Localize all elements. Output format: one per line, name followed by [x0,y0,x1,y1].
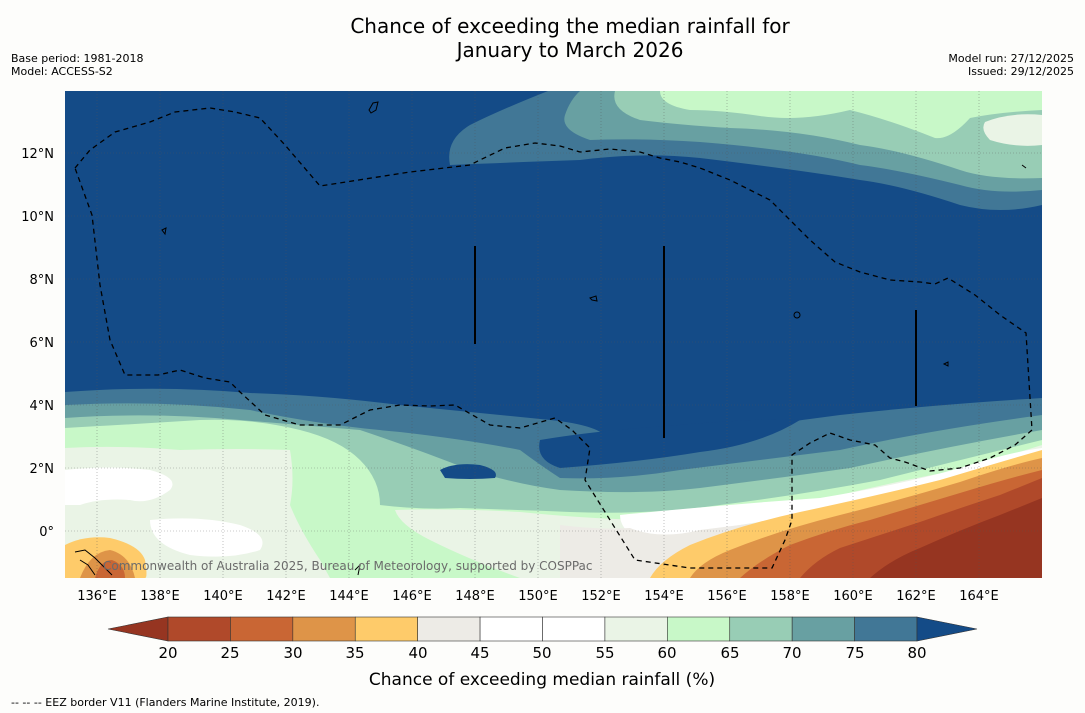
lon-label: 160°E [833,589,873,604]
probability-region-50 [620,448,1042,540]
colorbar-label: Chance of exceeding median rainfall (%) [369,670,715,690]
colorbar-tick: 30 [283,644,302,662]
colorbar-segment [354,616,418,642]
map-title: Chance of exceeding the median rainfall … [0,14,1085,62]
lat-label: 8°N [30,273,55,288]
probability-region-55 [983,114,1042,146]
colorbar-tick: 35 [345,644,364,662]
lon-label: 138°E [140,589,180,604]
lat-label: 12°N [21,147,54,162]
title-line-2: January to March 2026 [456,38,684,62]
model-run-text: Model run: 27/12/2025 [948,52,1074,65]
lon-label: 152°E [581,589,621,604]
meta-right: Model run: 27/12/2025 Issued: 29/12/2025 [948,52,1074,78]
lon-label: 142°E [266,589,306,604]
colorbar-segment [292,616,356,642]
colorbar-segment [479,616,543,642]
lon-label: 156°E [707,589,747,604]
colorbar-tick: 55 [595,644,614,662]
colorbar-segment [542,616,606,642]
colorbar-tick: 50 [532,644,551,662]
colorbar-segments [167,616,918,642]
colorbar-ticks: 20 25 30 35 40 45 50 55 60 65 70 75 80 [158,644,926,662]
title-line-1: Chance of exceeding the median rainfall … [350,14,790,38]
colorbar-segment [854,616,918,642]
eez-border-line [74,107,1033,569]
colorbar-segment [167,616,231,642]
lon-label: 150°E [518,589,558,604]
lon-label: 154°E [644,589,684,604]
probability-region-80 [539,419,800,468]
lon-label: 158°E [770,589,810,604]
colorbar-segment [667,616,731,642]
data-artefact-lines [474,246,917,438]
latitude-labels: 12°N 10°N 8°N 6°N 4°N 2°N 0° [21,147,54,540]
probability-region-below-20 [870,498,1042,578]
issued-text: Issued: 29/12/2025 [967,65,1074,78]
base-period-text: Base period: 1981-2018 [11,52,144,65]
lon-label: 148°E [455,589,495,604]
longitude-labels: 136°E 138°E 140°E 142°E 144°E 146°E 148°… [77,589,999,604]
colorbar-low-extension [107,616,169,642]
eez-legend-note: -- -- -- EEZ border V11 (Flanders Marine… [11,696,320,709]
lon-label: 164°E [959,589,999,604]
colorbar-tick: 20 [158,644,177,662]
colorbar-tick: 70 [782,644,801,662]
colorbar-tick: 45 [470,644,489,662]
colorbar-high-extension [916,616,978,642]
probability-region-25 [95,560,125,578]
model-text: Model: ACCESS-S2 [11,65,113,78]
map-plot-area [65,91,1042,578]
lat-label: 0° [39,525,54,540]
probability-region-50 [150,518,263,557]
lon-label: 140°E [203,589,243,604]
lat-label: 2°N [30,462,55,477]
colorbar-tick: 40 [408,644,427,662]
meta-left: Base period: 1981-2018 Model: ACCESS-S2 [11,52,143,78]
colorbar-tick: 75 [845,644,864,662]
colorbar-segment [791,616,855,642]
colorbar-tick: 80 [907,644,926,662]
lon-label: 162°E [896,589,936,604]
colorbar-tick: 60 [657,644,676,662]
colorbar-tick: 65 [720,644,739,662]
lon-label: 146°E [392,589,432,604]
colorbar-segment [604,616,668,642]
colorbar-segment [729,616,793,642]
colorbar-segment [417,616,481,642]
lon-label: 144°E [329,589,369,604]
colorbar: 20 25 30 35 40 45 50 55 60 65 70 75 80 C… [107,616,978,690]
colorbar-tick: 25 [220,644,239,662]
copyright-text: Commonwealth of Australia 2025, Bureau o… [103,559,593,573]
probability-region-60 [660,91,1042,139]
island-outlines [74,101,1027,576]
lat-label: 10°N [21,210,54,225]
lat-label: 6°N [30,336,55,351]
lon-label: 136°E [77,589,117,604]
colorbar-segment [230,616,294,642]
lat-label: 4°N [30,399,55,414]
probability-region-50 [65,467,173,505]
